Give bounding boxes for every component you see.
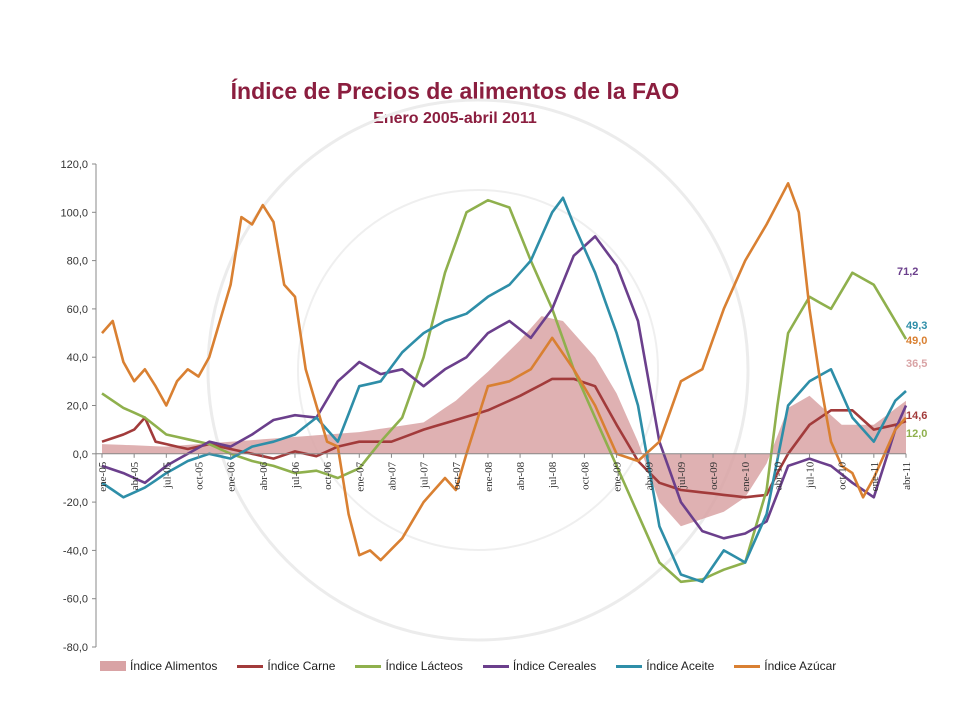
legend-swatch-aceite (616, 664, 643, 668)
end-value-label: 49,3 (906, 320, 927, 332)
y-tick-label: 40,0 (67, 352, 88, 364)
x-tick-label: oct-07 (451, 461, 463, 490)
series-area-indice-alimentos (102, 316, 906, 527)
x-tick-label: oct-06 (322, 461, 334, 490)
end-value-label: 36,5 (906, 358, 927, 370)
y-tick-label: 80,0 (67, 256, 88, 268)
watermark-inner-ring (297, 189, 659, 551)
x-tick-label: ene-10 (740, 461, 752, 491)
x-tick-label: abr-10 (772, 461, 784, 490)
y-tick-label: 0,0 (73, 449, 88, 461)
legend-item-azucar: Índice Azúcar (734, 659, 836, 673)
series-line-indice-azucar (101, 182, 907, 562)
legend-label-aceite: Índice Aceite (646, 659, 715, 673)
end-value-label: 12,0 (906, 428, 927, 440)
legend-item-lacteos: Índice Lácteos (355, 659, 463, 673)
y-tick-label: -20,0 (63, 497, 88, 509)
legend: Índice Alimentos Índice Carne Índice Lác… (100, 659, 836, 673)
legend-swatch-alimentos (100, 661, 126, 671)
series-line-indice-aceite (101, 196, 907, 584)
x-tick-label: ene-05 (97, 461, 109, 491)
x-tick-label: jul-05 (161, 461, 173, 489)
watermark-outer-ring (206, 98, 750, 642)
x-tick-label: jul-10 (805, 461, 817, 489)
x-tick-label: ene-07 (354, 461, 366, 491)
y-tick-label: -40,0 (63, 545, 88, 557)
end-value-label: 49,0 (906, 335, 927, 347)
x-tick-label: abr-11 (901, 462, 913, 490)
x-tick-label: jul-06 (290, 461, 302, 489)
x-tick-label: abr-08 (515, 461, 527, 490)
chart-subtitle: Enero 2005-abril 2011 (373, 110, 537, 127)
x-tick-label: oct-05 (193, 461, 205, 490)
legend-label-carne: Índice Carne (267, 659, 336, 673)
legend-item-alimentos: Índice Alimentos (100, 659, 217, 673)
legend-item-carne: Índice Carne (237, 659, 335, 673)
x-tick-label: abr-05 (129, 461, 141, 490)
y-tick-label: 100,0 (60, 207, 88, 219)
legend-item-cereales: Índice Cereales (482, 659, 597, 673)
y-tick-label: -60,0 (63, 594, 88, 606)
y-tick-label: 60,0 (67, 304, 88, 316)
y-tick-label: 120,0 (60, 159, 88, 171)
x-tick-label: abr-07 (386, 461, 398, 490)
legend-item-aceite: Índice Aceite (616, 659, 714, 673)
legend-swatch-lacteos (355, 664, 382, 668)
x-tick-label: jul-08 (547, 461, 559, 489)
legend-label-lacteos: Índice Lácteos (385, 659, 463, 673)
x-tick-label: ene-09 (612, 461, 624, 491)
x-tick-label: abr-06 (258, 461, 270, 490)
series-line-indice-cereales (101, 235, 908, 540)
x-tick-label: ene-08 (483, 461, 495, 491)
legend-swatch-cereales (482, 664, 509, 668)
x-tick-label: ene-06 (226, 461, 238, 491)
x-tick-label: oct-08 (579, 461, 591, 490)
legend-swatch-azucar (734, 664, 761, 668)
x-tick-label: oct-09 (708, 461, 720, 490)
end-value-label: 14,6 (906, 410, 927, 422)
legend-swatch-carne (237, 664, 264, 668)
legend-label-cereales: Índice Cereales (512, 659, 597, 673)
y-tick-label: -80,0 (63, 642, 88, 654)
x-tick-label: oct-10 (837, 461, 849, 490)
x-tick-label: jul-09 (676, 461, 688, 489)
y-tick-label: 20,0 (67, 401, 88, 413)
x-tick-label: jul-07 (419, 461, 431, 489)
legend-label-alimentos: Índice Alimentos (130, 659, 218, 673)
end-value-label: 71,2 (897, 266, 918, 278)
x-tick-label: abr-09 (644, 461, 656, 490)
x-tick-label: ene-11 (869, 462, 881, 492)
legend-label-azucar: Índice Azúcar (764, 659, 837, 673)
